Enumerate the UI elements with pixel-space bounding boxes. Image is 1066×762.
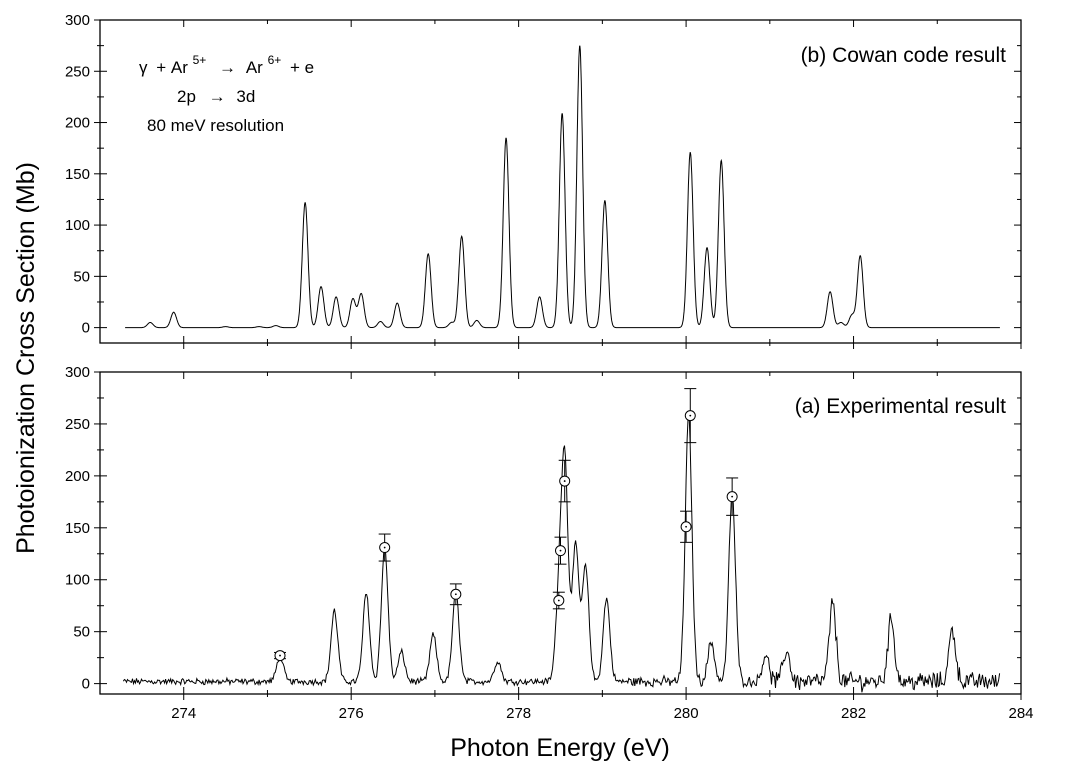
x-tick-label: 278 [506, 705, 531, 722]
y-tick-label: 250 [65, 63, 90, 80]
y-tick-label: 50 [73, 624, 90, 641]
y-tick-label: 0 [82, 320, 90, 337]
y-tick-label: 0 [82, 676, 90, 693]
panel-a-title: (a) Experimental result [795, 395, 1006, 418]
y-tick-label: 150 [65, 520, 90, 537]
transition-annotation: 2p → 3d [177, 87, 255, 106]
y-tick-label: 50 [73, 268, 90, 285]
y-tick-label: 150 [65, 166, 90, 183]
x-axis-title: Photon Energy (eV) [450, 734, 670, 762]
cowan-series-line [125, 45, 1000, 329]
experimental-series-line [122, 414, 1001, 693]
gamma-symbol: γ [139, 58, 148, 77]
x-tick-label: 284 [1008, 705, 1033, 722]
x-tick-label: 276 [339, 705, 364, 722]
data-point-center [557, 599, 560, 602]
x-tick-label: 274 [171, 705, 196, 722]
data-point-center [559, 549, 562, 552]
resolution-annotation: 80 meV resolution [147, 116, 284, 135]
data-point-center [563, 480, 566, 482]
y-tick-label: 200 [65, 115, 90, 132]
panel-b-title: (b) Cowan code result [801, 44, 1007, 67]
x-tick-label: 280 [674, 705, 699, 722]
data-point-center [685, 525, 687, 528]
y-tick-label: 300 [65, 364, 90, 381]
panel-a-frame [99, 371, 1022, 695]
y-tick-label: 200 [65, 468, 90, 485]
panel-b-ticks: 0 50 100 150 200 250 300 [65, 12, 1022, 349]
experimental-data-points [274, 388, 739, 662]
panel-b-frame [99, 19, 1022, 344]
reaction-annotation: γ + Ar 5+ → Ar 6+ + e [139, 49, 314, 77]
arrow-glyph: → [209, 87, 226, 106]
x-tick-label: 282 [841, 705, 866, 722]
panel-a-ticks: 274 276 278 280 282 284 0 50 100 150 200 250 300 [65, 364, 1034, 722]
y-axis-title: Photoionization Cross Section (Mb) [12, 162, 40, 554]
arrow-glyph: → [219, 58, 236, 77]
data-point-center [279, 654, 281, 657]
y-tick-label: 300 [65, 12, 90, 29]
data-point-center [383, 546, 386, 549]
y-tick-label: 100 [65, 572, 90, 589]
data-point-center [731, 495, 734, 498]
y-tick-label: 250 [65, 416, 90, 433]
y-tick-label: 100 [65, 217, 90, 234]
data-point-center [454, 593, 457, 596]
data-point-center [689, 414, 692, 417]
